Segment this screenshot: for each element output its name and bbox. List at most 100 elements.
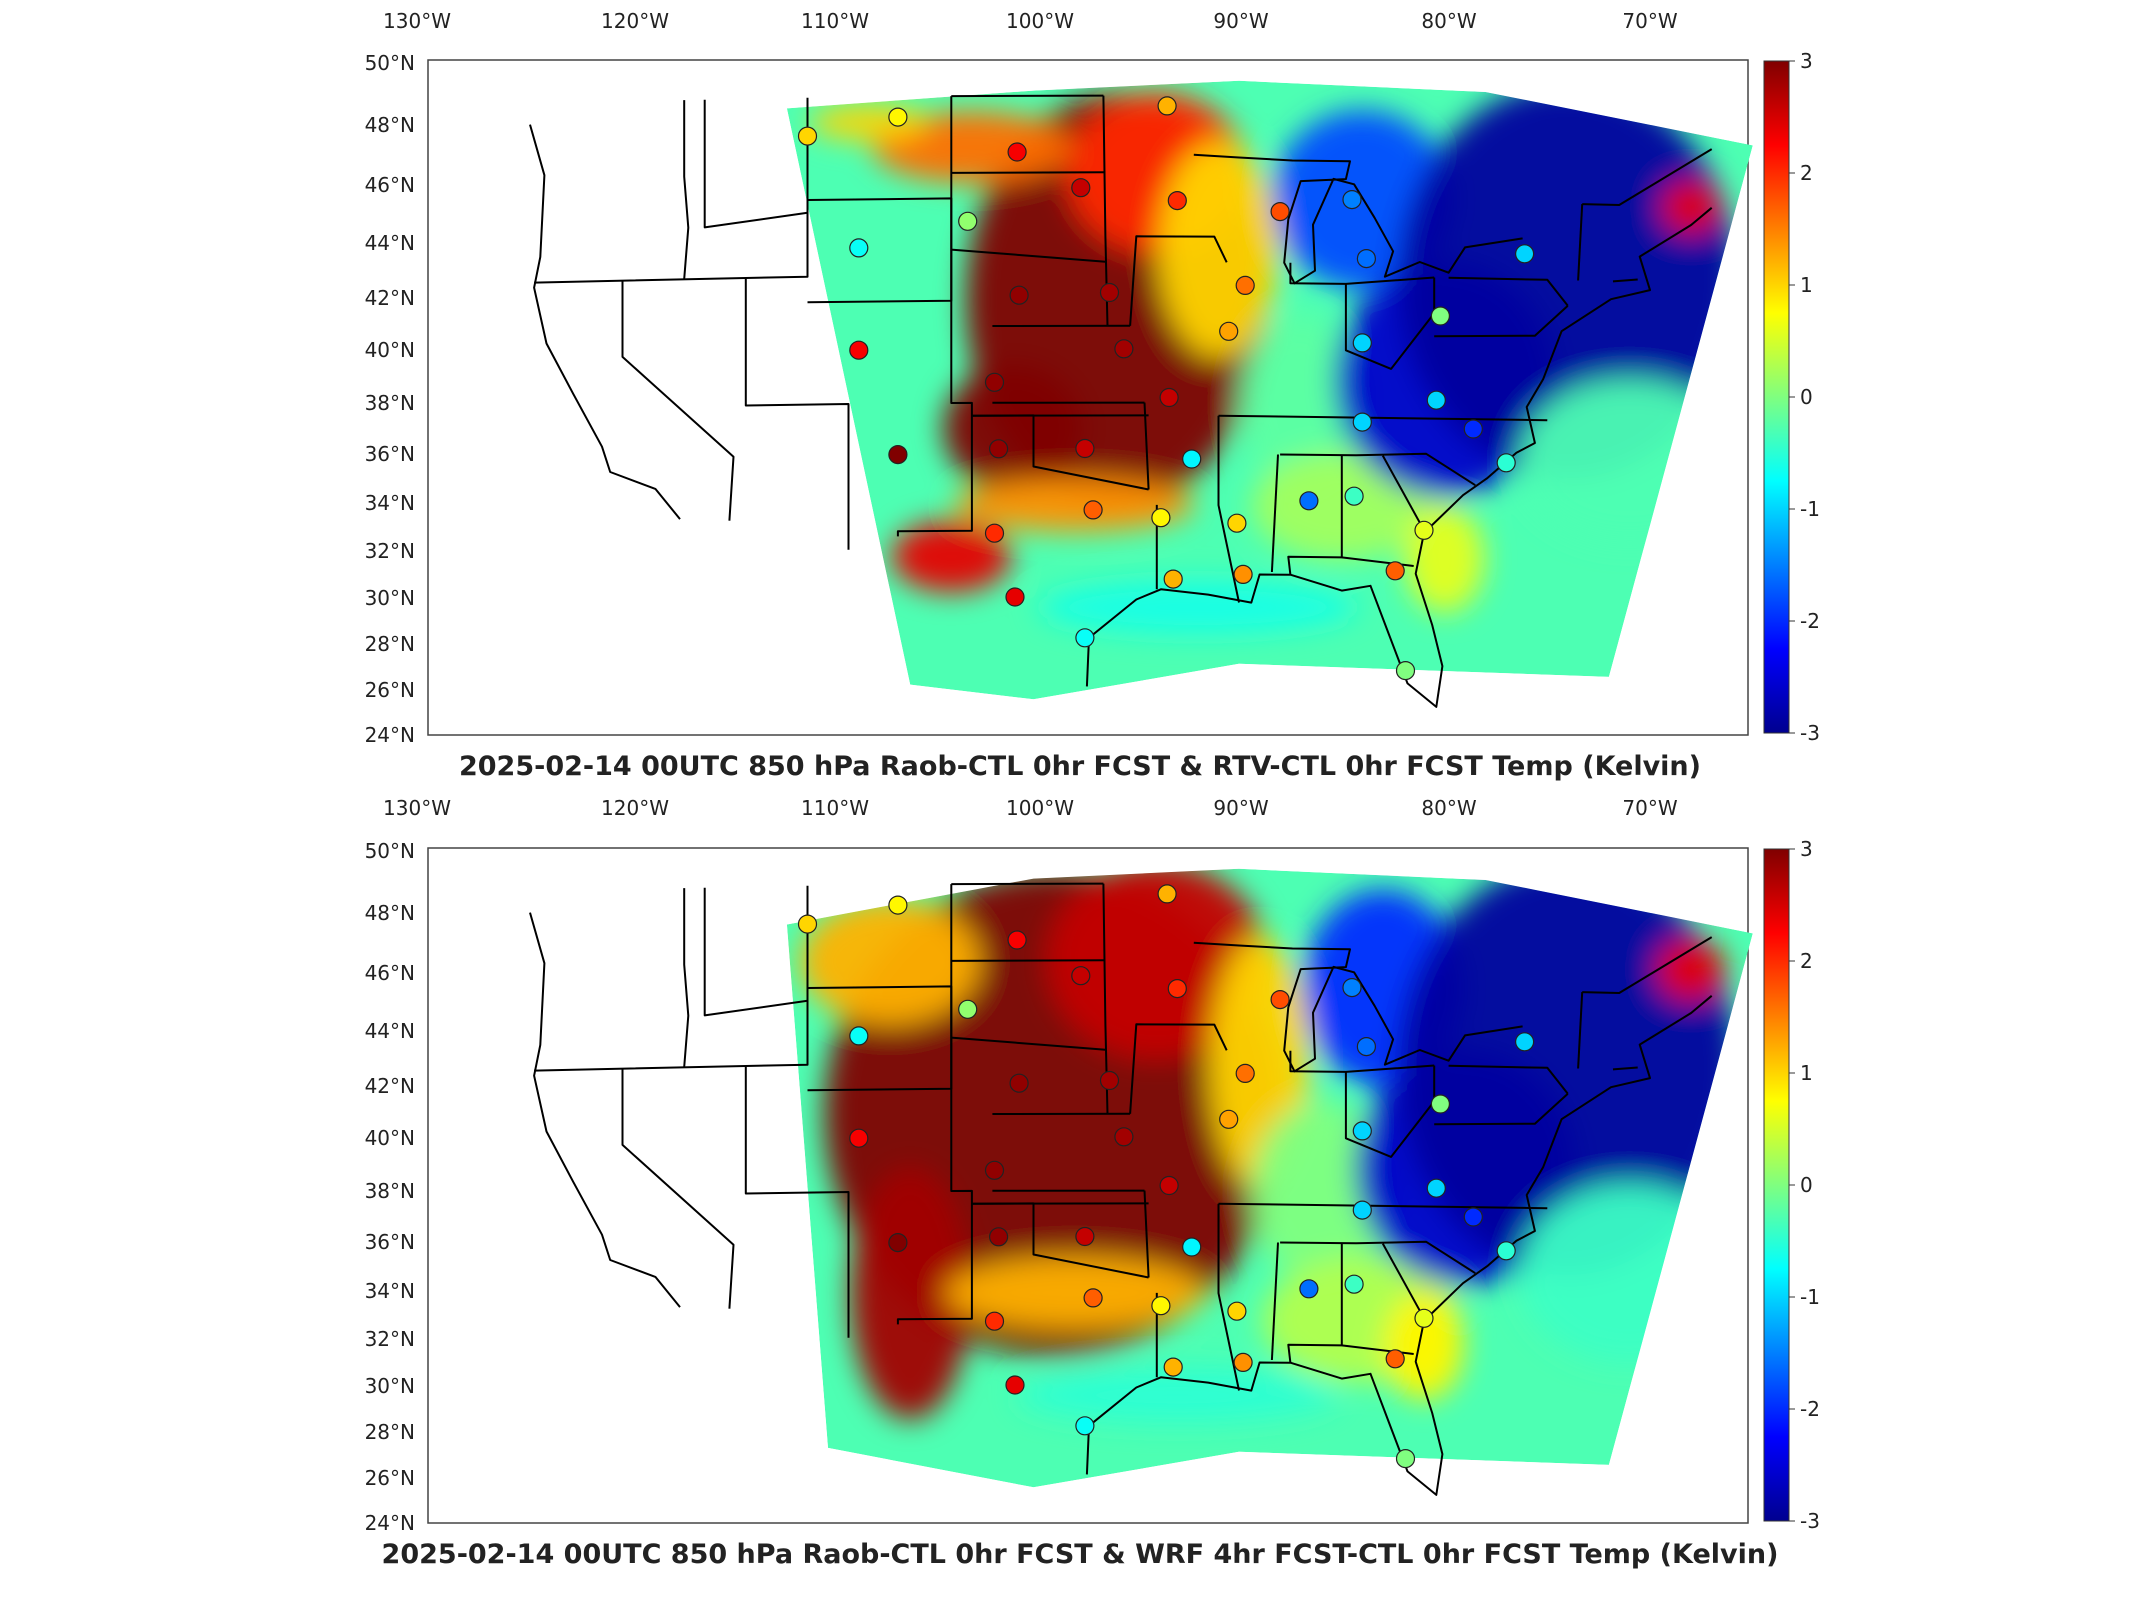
colorbar-tick-label: 3 — [1800, 49, 1813, 73]
border-line — [703, 97, 809, 229]
temperature-field — [786, 868, 1753, 1488]
raob-station-marker — [1496, 1241, 1516, 1261]
border-line — [1129, 235, 1228, 326]
lat-label: 44°N — [365, 1019, 415, 1043]
border-line — [971, 414, 1149, 491]
raob-station-marker — [1270, 989, 1290, 1010]
colorbar-tick-label: 2 — [1800, 949, 1813, 973]
raob-station-marker — [1352, 1200, 1372, 1220]
raob-station-marker — [1356, 1036, 1377, 1057]
raob-station-marker — [1426, 1178, 1446, 1198]
raob-station-marker — [1356, 249, 1377, 269]
raob-station-marker — [1344, 486, 1364, 506]
raob-station-marker — [1219, 321, 1239, 341]
border-line — [1448, 276, 1569, 307]
raob-station-marker — [1005, 1375, 1025, 1395]
border-line — [1381, 455, 1425, 531]
panel-title: 2025-02-14 00UTC 850 hPa Raob-CTL 0hr FC… — [459, 751, 1701, 782]
raob-station-marker — [1167, 191, 1187, 211]
border-line — [1143, 402, 1150, 490]
colorbar-tick-label: 0 — [1800, 1173, 1813, 1197]
map-panel-wrf: 130°W 120°W 110°W 100°W 90°W 80°W 70°W 5… — [365, 796, 1820, 1570]
raob-station-marker — [1219, 1109, 1239, 1129]
temperature-field — [786, 80, 1753, 700]
border-line — [1193, 941, 1523, 1073]
raob-station-marker — [1414, 1308, 1434, 1328]
raob-station-marker — [1071, 966, 1091, 986]
raob-station-marker — [958, 211, 978, 231]
border-line — [529, 124, 681, 520]
lon-label: 100°W — [1006, 9, 1074, 33]
colorbar-tick-label: -1 — [1800, 497, 1820, 521]
border-line — [1085, 995, 1713, 1496]
border-line — [621, 280, 735, 521]
raob-station-marker — [1009, 1073, 1029, 1093]
panel-title: 2025-02-14 00UTC 850 hPa Raob-CTL 0hr FC… — [382, 1539, 1779, 1570]
raob-station-marker — [1385, 561, 1405, 581]
lat-label: 50°N — [365, 839, 415, 863]
border-line — [1381, 1243, 1425, 1319]
border-line — [951, 248, 1106, 263]
lat-label: 34°N — [365, 1279, 415, 1303]
raob-stations — [797, 96, 1535, 681]
lat-label: 30°N — [365, 1374, 415, 1398]
lat-label: 38°N — [365, 391, 415, 415]
border-line — [1270, 454, 1279, 573]
colorbar-gradient — [1763, 60, 1790, 734]
border-line — [1582, 936, 1713, 994]
lon-label: 110°W — [801, 9, 869, 33]
raob-station-marker — [1075, 1416, 1095, 1436]
raob-station-marker — [1163, 1357, 1183, 1377]
lon-label: 90°W — [1213, 796, 1268, 820]
raob-station-marker — [1163, 569, 1183, 589]
lat-label: 30°N — [365, 586, 415, 610]
raob-station-marker — [1159, 1175, 1179, 1196]
colorbar-tick-label: -2 — [1800, 1397, 1820, 1421]
raob-station-marker — [888, 445, 908, 465]
colorbar-tick-label: 1 — [1800, 1061, 1813, 1085]
raob-station-marker — [1099, 282, 1120, 303]
raob-station-marker — [1395, 660, 1416, 681]
raob-station-marker — [958, 999, 978, 1019]
raob-station-marker — [1151, 508, 1171, 528]
raob-station-marker — [1235, 275, 1255, 295]
colorbar-tick-label: -2 — [1800, 609, 1820, 633]
lat-label: 42°N — [365, 286, 415, 310]
lat-label: 40°N — [365, 338, 415, 362]
border-line — [1085, 207, 1713, 708]
raob-station-marker — [988, 439, 1009, 459]
latitude-labels: 50°N 48°N 46°N 44°N 42°N 40°N 38°N 36°N … — [365, 839, 415, 1535]
raob-station-marker — [984, 1160, 1005, 1180]
raob-station-marker — [1395, 1448, 1416, 1469]
raob-station-marker — [984, 1311, 1005, 1331]
border-line — [1344, 277, 1436, 370]
raob-station-marker — [849, 238, 869, 258]
raob-station-marker — [1182, 1237, 1202, 1257]
raob-station-marker — [849, 1026, 869, 1046]
border-line — [534, 197, 953, 304]
border-line — [1280, 452, 1476, 487]
raob-station-marker — [1233, 1352, 1253, 1373]
state-borders — [529, 882, 1713, 1496]
border-line — [1143, 1190, 1150, 1278]
colorbar-tick-label: -3 — [1800, 1509, 1820, 1533]
lon-label: 130°W — [383, 796, 451, 820]
colorbar: 3 2 1 0 -1 -2 -3 — [1763, 49, 1820, 745]
raob-station-marker — [1075, 1226, 1095, 1247]
lon-label: 70°W — [1622, 9, 1677, 33]
raob-station-marker — [1344, 1274, 1364, 1294]
raob-station-marker — [1463, 1207, 1483, 1227]
raob-station-marker — [1233, 564, 1253, 585]
lat-label: 36°N — [365, 1230, 415, 1254]
border-line — [1218, 414, 1548, 422]
raob-station-marker — [1299, 491, 1319, 511]
border-line — [1193, 153, 1523, 285]
border-line — [703, 885, 809, 1017]
raob-station-marker — [1235, 1063, 1255, 1084]
border-line — [1287, 455, 1343, 575]
lon-label: 120°W — [601, 9, 669, 33]
raob-station-marker — [1083, 1288, 1103, 1308]
raob-station-marker — [1352, 333, 1372, 353]
raob-station-marker — [1385, 1349, 1405, 1369]
border-line — [1344, 1065, 1436, 1158]
